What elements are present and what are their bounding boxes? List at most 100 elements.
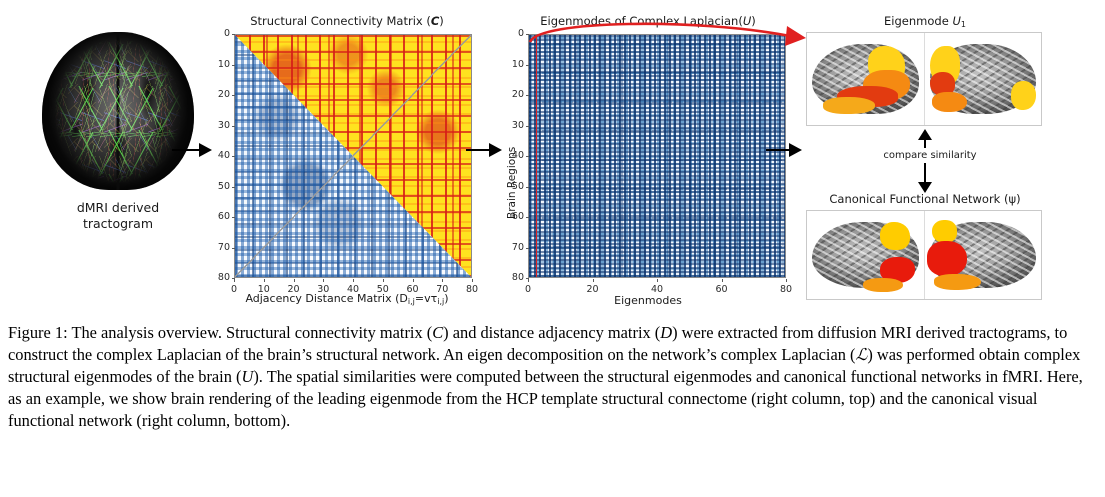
matrix-left-title-close: ) [439,14,444,28]
axis-tick-label: 50 [511,180,524,192]
axis-tick-mark [526,125,529,127]
tractogram-caption-line2: tractogram [82,215,154,231]
axis-tick-mark [293,279,295,282]
brain-top-title: Eigenmode U1 [800,14,1050,29]
arrow-eigenmodes-to-brain [766,143,802,157]
caption-symbol: U [241,367,254,387]
network-overlay-red-occipital [927,240,967,277]
matrix-left-title: Structural Connectivity Matrix (C) [212,14,482,28]
axis-tick-mark [526,247,529,249]
axial-brain-tractogram-icon [42,32,194,190]
xaxis-symbol-d: D [399,292,408,305]
figure-caption: Figure 1: The analysis overview. Structu… [8,323,1083,431]
axis-tick-label: 80 [779,284,793,295]
matrix-middle-xaxis-label: Eigenmodes [614,294,682,307]
matrix-middle-title-text: Eigenmodes of Complex Laplacian( [540,14,743,28]
axis-tick-label: 70 [511,241,524,253]
axis-tick-label: 30 [317,284,330,295]
brain-bottom-title: Canonical Functional Network (ψ) [800,192,1050,206]
brain-top-title-symbol: U [952,14,961,28]
axis-tick-mark [412,279,414,282]
xaxis-symbol-tau: τ [430,292,438,305]
tractogram-caption: dMRI derived tractogram [38,200,198,231]
matrix-middle-plot [528,34,786,278]
axis-tick-mark [526,278,529,279]
axis-tick-label: 0 [524,284,532,295]
axis-tick-label: 10 [511,58,524,70]
caption-symbol: ℒ [855,345,868,365]
axis-tick-label: 60 [217,211,230,222]
axis-tick-mark [382,279,384,282]
arrow-tractogram-to-matrix [172,143,212,157]
axis-tick-label: 0 [230,284,238,295]
axis-tick-mark [232,247,235,249]
axis-tick-label: 80 [465,284,479,295]
compare-similarity-label: compare similarity [860,148,1000,163]
network-overlay-yellow [879,221,910,250]
double-arrow-head-down [918,182,932,193]
axis-tick-mark [232,64,235,66]
axis-tick-mark [234,279,235,282]
brain-bottom-title-text: Canonical Functional Network ( [829,192,1009,206]
axis-tick-label: 40 [650,284,664,295]
axis-tick-label: 0 [517,28,524,39]
axis-tick-mark [232,95,235,96]
panel-canonical-functional-network: Canonical Functional Network (ψ) [800,192,1050,310]
axis-tick-label: 80 [511,272,524,283]
axis-tick-label: 20 [511,89,524,100]
brain-top-title-text: Eigenmode [884,14,953,28]
first-eigenmode-highlight-box [529,35,537,277]
matrix-diagonal-divider [235,35,471,277]
brain-top-medial-hemisphere [924,33,1041,125]
axis-tick-mark [526,217,529,218]
axis-tick-label: 60 [406,284,419,295]
matrix-middle-title-symbol: U [742,14,752,28]
brain-top-title-sub: 1 [960,20,966,29]
network-overlay-orange [863,277,903,292]
axis-tick-mark [232,217,235,218]
xaxis-eq: = [414,292,425,305]
arrow-shaft [466,149,490,151]
axis-tick-label: 40 [511,150,524,161]
axis-tick-mark [526,34,529,35]
matrix-left-title-symbol: C [430,14,440,28]
axis-tick-mark [721,279,723,282]
axis-tick-mark [472,279,473,282]
axis-tick-label: 50 [217,180,230,192]
axis-tick-mark [526,156,529,157]
eigenmode-overlay-orange-temporal [931,91,967,113]
axis-tick-mark [786,279,787,282]
axis-tick-label: 20 [586,284,599,295]
panel-eigenmodes-matrix: Eigenmodes of Complex Laplacian(U) 0 10 20… [498,14,798,307]
double-arrow-head-up [918,129,932,140]
arrow-head [199,143,212,157]
xaxis-symbol-v: v [424,292,431,305]
axis-tick-label: 50 [376,284,389,295]
axis-tick-mark [528,279,529,282]
axis-tick-mark [232,125,235,127]
xaxis-sub-d: i,j [407,297,415,306]
eigenmode-overlay-yellow-inferior [823,97,875,114]
compare-similarity-block: compare similarity [860,129,1000,193]
arrow-matrix-to-eigenmodes [466,143,502,157]
tractogram-caption-line1: dMRI derived [76,200,160,215]
axis-tick-label: 30 [217,119,230,131]
axis-tick-label: 40 [217,150,230,161]
axis-tick-mark [657,279,658,282]
axis-tick-mark [232,156,235,157]
axis-tick-mark [592,279,594,282]
eigenmode-overlay-red-occipital [929,71,956,96]
arrow-head [789,143,802,157]
matrix-middle-title-close: ) [751,14,756,28]
axis-tick-label: 20 [217,89,230,100]
matrix-middle-yaxis-label: Brain Regions [506,146,518,219]
axis-tick-label: 60 [511,211,524,222]
caption-symbol: D [660,323,673,342]
axis-tick-label: 80 [217,272,230,283]
arrow-shaft [766,149,790,151]
arrow-shaft [172,149,200,151]
panel-structural-connectivity-matrix: Structural Connectivity Matrix (C) 0 10 20… [212,14,482,306]
axis-tick-label: 10 [217,58,230,70]
axis-tick-label: 30 [511,119,524,131]
axis-tick-mark [353,279,354,282]
